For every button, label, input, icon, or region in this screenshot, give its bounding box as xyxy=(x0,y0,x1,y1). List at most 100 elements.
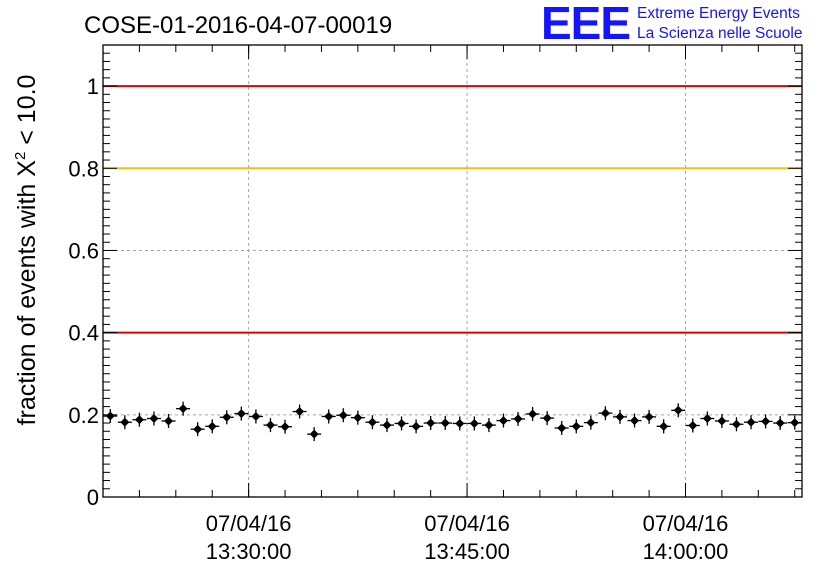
point-marker xyxy=(236,409,246,419)
data-point xyxy=(554,420,569,435)
data-point xyxy=(787,415,802,430)
point-marker xyxy=(746,417,756,427)
data-point xyxy=(583,415,598,430)
y-tick-label: 0.2 xyxy=(68,403,99,428)
data-point xyxy=(423,416,438,431)
data-point xyxy=(132,412,147,427)
y-tick-label: 0.4 xyxy=(68,321,99,346)
point-marker xyxy=(557,423,567,433)
data-point xyxy=(685,418,700,433)
point-marker xyxy=(528,409,538,419)
point-marker xyxy=(309,429,319,439)
point-marker xyxy=(761,416,771,426)
data-point xyxy=(190,422,205,437)
x-tick-label-date: 07/04/16 xyxy=(643,511,729,536)
point-marker xyxy=(353,413,363,423)
data-point xyxy=(219,410,234,425)
point-marker xyxy=(586,418,596,428)
point-marker xyxy=(440,418,450,428)
point-marker xyxy=(673,405,683,415)
point-marker xyxy=(644,412,654,422)
logo-line-2: La Scienza nelle Scuole xyxy=(637,25,802,42)
point-marker xyxy=(498,416,508,426)
y-axis-label-superscript: 2 xyxy=(12,152,29,160)
point-marker xyxy=(149,414,159,424)
x-tick-label-date: 07/04/16 xyxy=(206,511,292,536)
data-point xyxy=(511,411,526,426)
data-point xyxy=(612,409,627,424)
x-tick-label-time: 13:45:00 xyxy=(424,539,510,564)
data-point xyxy=(365,415,380,430)
data-point xyxy=(540,411,555,426)
data-point xyxy=(321,409,336,424)
x-tick-label-time: 14:00:00 xyxy=(643,539,729,564)
point-marker xyxy=(542,413,552,423)
y-tick-label: 0.8 xyxy=(68,156,99,181)
data-point xyxy=(700,411,715,426)
point-marker xyxy=(382,420,392,430)
x-tick-label-date: 07/04/16 xyxy=(424,511,510,536)
data-point xyxy=(336,408,351,423)
y-axis-label: fraction of events with X2 < 10.0 xyxy=(12,75,41,426)
data-point xyxy=(729,417,744,432)
data-point xyxy=(467,416,482,431)
y-tick-label: 0 xyxy=(87,485,99,510)
y-tick-label: 0.6 xyxy=(68,238,99,263)
data-point xyxy=(176,401,191,416)
point-marker xyxy=(295,407,305,417)
chart-title: COSE-01-2016-04-07-00019 xyxy=(84,12,392,39)
data-point xyxy=(598,406,613,421)
point-marker xyxy=(455,418,465,428)
data-point xyxy=(569,419,584,434)
point-marker xyxy=(775,418,785,428)
tick-labels: 0 0.2 0.4 0.6 0.8 1 07/04/16 13:30:00 07/04/16 13… xyxy=(68,74,728,564)
point-marker xyxy=(600,408,610,418)
logo-letters: EEE xyxy=(541,0,630,49)
data-point xyxy=(627,413,642,428)
point-marker xyxy=(411,421,421,431)
data-point xyxy=(394,416,409,431)
point-marker xyxy=(207,421,217,431)
y-axis-label-prefix: fraction of events with xyxy=(13,177,41,426)
y-axis-label-symbol: X xyxy=(13,160,41,177)
point-marker xyxy=(338,410,348,420)
data-point xyxy=(103,409,118,424)
point-marker xyxy=(105,411,115,421)
data-point xyxy=(744,415,759,430)
data-point xyxy=(656,419,671,434)
data-point xyxy=(292,404,307,419)
point-marker xyxy=(193,424,203,434)
point-marker xyxy=(426,418,436,428)
data-point xyxy=(671,403,686,418)
point-marker xyxy=(571,421,581,431)
point-marker xyxy=(702,414,712,424)
y-tick-label: 1 xyxy=(87,74,99,99)
data-point xyxy=(234,406,249,421)
data-point xyxy=(205,419,220,434)
data-point xyxy=(773,416,788,431)
data-point xyxy=(161,413,176,428)
point-marker xyxy=(265,420,275,430)
data-point xyxy=(409,419,424,434)
point-marker xyxy=(615,412,625,422)
point-marker xyxy=(120,417,130,427)
y-axis-label-suffix: < 10.0 xyxy=(13,75,41,152)
logo-line-1: Extreme Energy Events xyxy=(637,5,800,22)
point-marker xyxy=(134,415,144,425)
reference-lines xyxy=(103,85,802,334)
point-marker xyxy=(717,416,727,426)
point-marker xyxy=(688,421,698,431)
point-marker xyxy=(630,416,640,426)
data-point xyxy=(525,406,540,421)
data-point xyxy=(307,427,322,442)
eee-logo: EEE Extreme Energy Events La Scienza nel… xyxy=(541,0,802,49)
data-point xyxy=(146,411,161,426)
plot-frame xyxy=(102,44,803,498)
point-marker xyxy=(469,418,479,428)
point-marker xyxy=(484,420,494,430)
data-point xyxy=(263,418,278,433)
data-point xyxy=(452,416,467,431)
data-point xyxy=(350,410,365,425)
data-point xyxy=(117,415,132,430)
